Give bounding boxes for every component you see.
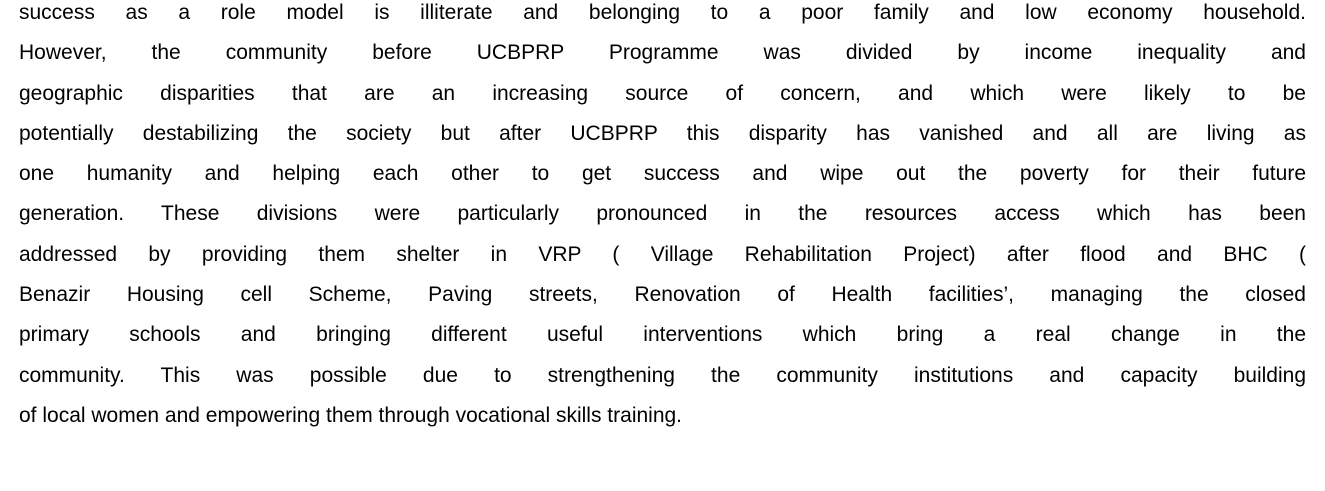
text-line: potentially destabilizing the society bu…	[19, 121, 1306, 145]
text-line: generation. These divisions were particu…	[19, 202, 1306, 226]
text-line: one humanity and helping each other to g…	[19, 162, 1306, 186]
text-line: of local women and empowering them throu…	[19, 403, 683, 427]
text-line: success as a role model is illiterate an…	[19, 1, 1306, 24]
text-line: addressed by providing them shelter in V…	[19, 242, 1306, 266]
text-line: primary schools and bringing different u…	[19, 323, 1306, 347]
text-line: However, the community before UCBPRP Pro…	[19, 41, 1306, 65]
text-line: geographic disparities that are an incre…	[19, 81, 1306, 105]
text-line: community. This was possible due to stre…	[19, 363, 1306, 387]
paragraph: success as a role model is illiterate an…	[19, 0, 1306, 436]
text-line: Benazir Housing cell Scheme, Paving stre…	[19, 283, 1306, 307]
